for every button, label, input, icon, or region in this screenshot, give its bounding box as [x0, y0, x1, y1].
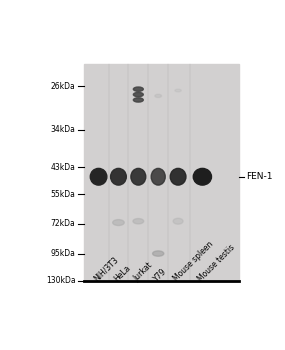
Text: 26kDa: 26kDa: [51, 82, 75, 91]
Text: 95kDa: 95kDa: [50, 249, 75, 258]
Text: Jurkat: Jurkat: [132, 261, 154, 283]
Text: NIH/3T3: NIH/3T3: [92, 255, 120, 283]
Ellipse shape: [155, 94, 162, 98]
Bar: [84, 64, 239, 280]
Ellipse shape: [175, 89, 181, 92]
Ellipse shape: [133, 218, 144, 224]
Text: 34kDa: 34kDa: [50, 125, 75, 134]
Ellipse shape: [90, 168, 107, 185]
Text: Mouse spleen: Mouse spleen: [172, 240, 215, 283]
Ellipse shape: [151, 168, 165, 185]
Text: Mouse testis: Mouse testis: [196, 243, 237, 283]
Text: 72kDa: 72kDa: [51, 219, 75, 229]
Text: 43kDa: 43kDa: [50, 163, 75, 172]
Ellipse shape: [170, 168, 186, 185]
Text: Y79: Y79: [152, 267, 168, 283]
Ellipse shape: [193, 168, 211, 185]
Ellipse shape: [133, 87, 143, 91]
Ellipse shape: [152, 251, 164, 256]
Ellipse shape: [173, 218, 183, 224]
Ellipse shape: [133, 98, 143, 102]
Ellipse shape: [131, 168, 146, 185]
Text: 55kDa: 55kDa: [50, 190, 75, 199]
Ellipse shape: [111, 168, 126, 185]
Ellipse shape: [133, 92, 143, 97]
Text: FEN-1: FEN-1: [247, 172, 273, 181]
Text: 130kDa: 130kDa: [46, 276, 75, 285]
Ellipse shape: [113, 219, 124, 225]
Text: HeLa: HeLa: [112, 263, 132, 283]
